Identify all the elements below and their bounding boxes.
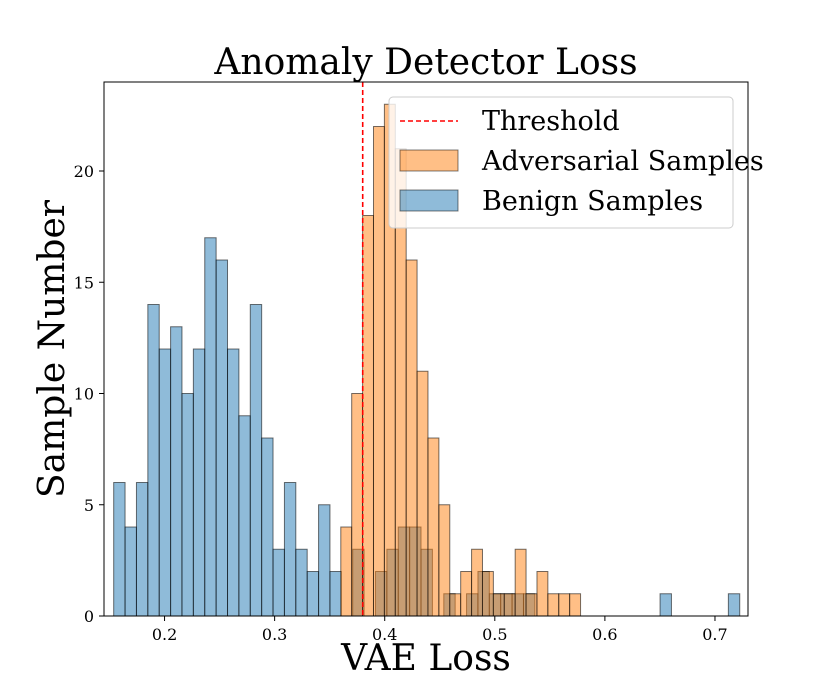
adversarial-bar-6 (405, 259, 418, 617)
legend-threshold-label: Threshold (482, 106, 620, 137)
adversarial-bar-16 (514, 548, 527, 617)
benign-bar-19 (329, 571, 342, 617)
benign-bar-9 (215, 259, 229, 617)
y-tick-label: 5 (84, 496, 94, 515)
legend: Threshold Adversarial Samples Benign Sam… (388, 96, 764, 229)
adversarial-bar-18 (536, 571, 549, 617)
benign-bar-6 (181, 393, 194, 617)
plot-frame (103, 81, 749, 617)
benign-bar-14 (272, 548, 285, 617)
benign-bar-16 (295, 548, 308, 617)
x-tick-label: 0.5 (482, 625, 507, 644)
benign-bar-11 (238, 415, 251, 617)
adversarial-bar-0 (340, 526, 353, 617)
benign-bar-4 (158, 348, 172, 617)
y-tick-label: 20 (74, 162, 94, 181)
benign-bar-0 (113, 482, 126, 617)
benign-bar-8 (204, 237, 217, 617)
x-tick-label: 0.4 (372, 625, 397, 644)
x-axis: 0.2 0.3 0.4 0.5 0.6 0.7 (152, 616, 728, 644)
legend-benign-swatch (399, 189, 459, 212)
adversarial-bar-9 (438, 504, 451, 617)
adversarial-bar-11 (460, 571, 473, 617)
legend-adversarial-label: Adversarial Samples (481, 146, 764, 177)
y-tick-label: 15 (74, 273, 94, 292)
adversarial-bar-10 (449, 593, 462, 617)
x-tick-label: 0.3 (262, 625, 287, 644)
benign-bar-5 (170, 326, 183, 617)
adversarial-bar-15 (503, 593, 516, 617)
legend-adversarial-swatch (399, 149, 459, 172)
adversarial-bar-19 (547, 593, 560, 617)
adversarial-bar-2 (362, 215, 374, 617)
x-axis-label: VAE Loss (340, 638, 511, 679)
benign-bar-15 (283, 482, 297, 617)
adversarial-bar-13 (481, 571, 494, 617)
benign-bar-1 (124, 526, 137, 617)
adversarial-bar-8 (427, 437, 440, 617)
benign-bar-2 (135, 482, 149, 617)
y-tick-label: 10 (74, 385, 94, 404)
benign-bar-10 (227, 348, 240, 617)
adversarial-bar-3 (372, 126, 385, 617)
y-axis: 0 5 10 15 20 (74, 162, 104, 626)
benign-bar-13 (261, 437, 274, 617)
benign-bar-12 (249, 304, 263, 617)
adversarial-bar-20 (558, 593, 571, 617)
x-tick-label: 0.6 (592, 625, 617, 644)
legend-benign-label: Benign Samples (482, 186, 703, 217)
benign-bar-17 (306, 571, 320, 617)
legend-box (388, 96, 734, 229)
adversarial-bar-21 (569, 593, 582, 617)
adversarial-bar-7 (416, 370, 429, 617)
y-tick-label: 0 (84, 607, 94, 626)
y-axis-label: Sample Number (32, 199, 73, 498)
adversarial-bars (340, 103, 582, 617)
benign-bar-54 (727, 593, 741, 617)
x-tick-label: 0.2 (152, 625, 177, 644)
benign-bar-48 (659, 593, 672, 617)
adversarial-bar-1 (351, 393, 364, 617)
benign-bar-3 (147, 304, 160, 617)
adversarial-bar-12 (471, 548, 483, 617)
x-tick-label: 0.7 (702, 625, 727, 644)
adversarial-bar-14 (492, 593, 505, 617)
chart-title: Anomaly Detector Loss (213, 42, 637, 83)
benign-bar-7 (192, 348, 206, 617)
adversarial-bar-17 (525, 593, 538, 617)
benign-bar-18 (318, 504, 331, 617)
